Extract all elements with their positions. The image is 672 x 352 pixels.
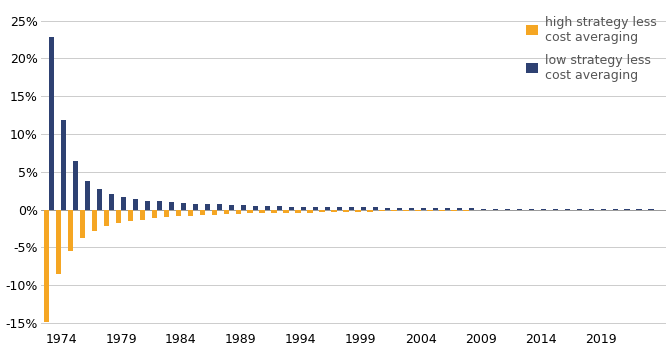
Bar — [540, 209, 546, 210]
Bar — [44, 210, 49, 322]
Bar — [157, 201, 163, 210]
Bar — [85, 181, 91, 210]
Bar — [284, 210, 289, 213]
Bar — [235, 210, 241, 214]
Bar — [325, 207, 330, 210]
Bar — [385, 208, 390, 210]
Bar — [391, 210, 396, 211]
Bar — [564, 209, 570, 210]
Bar — [427, 210, 433, 211]
Bar — [552, 209, 558, 210]
Bar — [145, 201, 151, 210]
Bar — [241, 205, 247, 210]
Bar — [169, 202, 174, 210]
Bar — [577, 209, 582, 210]
Bar — [380, 210, 385, 211]
Bar — [319, 210, 325, 212]
Bar — [200, 210, 205, 215]
Bar — [517, 209, 522, 210]
Bar — [415, 210, 421, 211]
Bar — [229, 205, 235, 210]
Bar — [373, 207, 378, 210]
Bar — [265, 206, 270, 210]
Bar — [152, 210, 157, 218]
Legend: high strategy less
cost averaging, low strategy less
cost averaging: high strategy less cost averaging, low s… — [522, 12, 660, 85]
Bar — [480, 209, 486, 210]
Bar — [301, 207, 306, 210]
Bar — [103, 210, 109, 226]
Bar — [163, 210, 169, 217]
Bar — [307, 210, 313, 213]
Bar — [80, 210, 85, 238]
Bar — [439, 210, 445, 211]
Bar — [187, 210, 193, 216]
Bar — [457, 208, 462, 210]
Bar — [133, 199, 138, 210]
Bar — [247, 210, 253, 213]
Bar — [368, 210, 373, 212]
Bar — [343, 210, 349, 212]
Bar — [193, 204, 198, 210]
Bar — [636, 209, 642, 210]
Bar — [403, 210, 409, 211]
Bar — [612, 209, 618, 210]
Bar — [217, 205, 222, 210]
Bar — [505, 209, 510, 210]
Bar — [91, 210, 97, 231]
Bar — [109, 194, 114, 210]
Bar — [529, 209, 534, 210]
Bar — [253, 206, 258, 210]
Bar — [175, 210, 181, 216]
Bar — [289, 207, 294, 210]
Bar — [259, 210, 265, 213]
Bar — [212, 210, 217, 215]
Bar — [601, 209, 606, 210]
Bar — [277, 206, 282, 210]
Bar — [56, 210, 61, 274]
Bar — [624, 209, 630, 210]
Bar — [493, 209, 498, 210]
Bar — [121, 197, 126, 210]
Bar — [648, 209, 654, 210]
Bar — [452, 210, 457, 211]
Bar — [116, 210, 121, 223]
Bar — [97, 189, 102, 210]
Bar — [355, 210, 361, 212]
Bar — [224, 210, 229, 214]
Bar — [421, 208, 426, 210]
Bar — [361, 207, 366, 210]
Bar — [205, 205, 210, 210]
Bar — [73, 161, 79, 210]
Bar — [68, 210, 73, 251]
Bar — [49, 37, 54, 210]
Bar — [396, 208, 402, 210]
Bar — [463, 210, 468, 211]
Bar — [331, 210, 337, 212]
Bar — [433, 208, 438, 210]
Bar — [445, 208, 450, 210]
Bar — [181, 203, 186, 210]
Bar — [589, 209, 594, 210]
Bar — [349, 207, 354, 210]
Bar — [468, 208, 474, 210]
Bar — [337, 207, 342, 210]
Bar — [61, 120, 67, 210]
Bar — [296, 210, 301, 213]
Bar — [140, 210, 145, 220]
Bar — [313, 207, 319, 210]
Bar — [409, 208, 414, 210]
Bar — [271, 210, 277, 213]
Bar — [128, 210, 133, 221]
